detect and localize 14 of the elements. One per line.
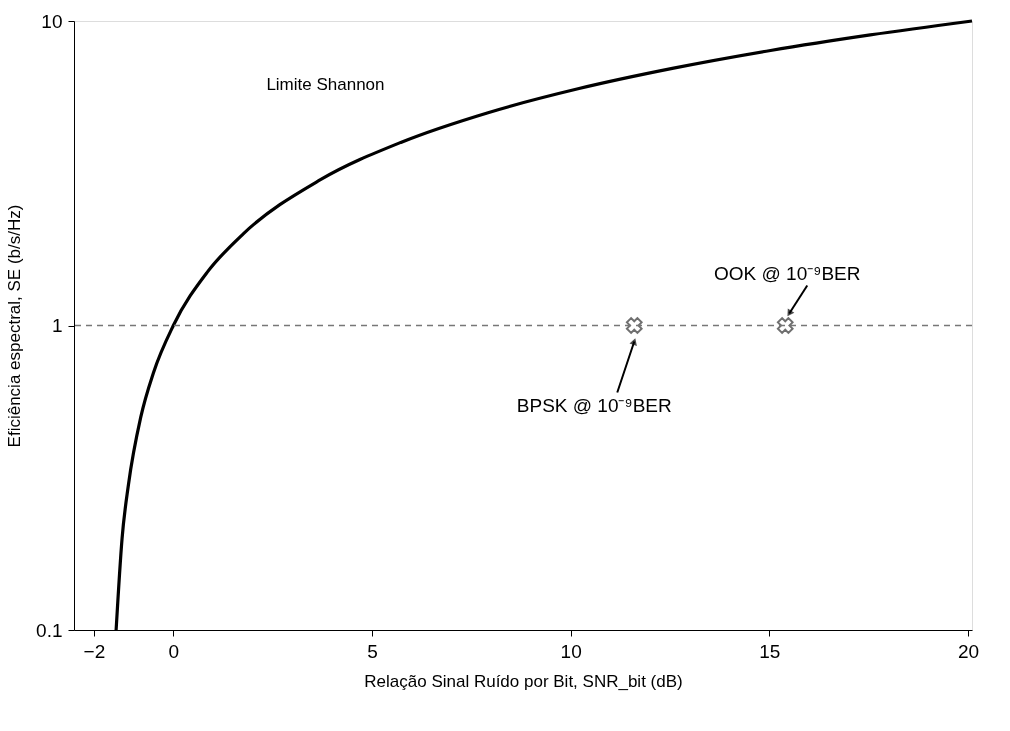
x-tick-label: 5 (367, 640, 378, 662)
y-tick-label: 1 (51, 315, 63, 336)
annotation: OOK @ 10⁻⁹BER (714, 262, 861, 284)
annotation: Limite Shannon (266, 74, 385, 94)
x-tick-label: 0 (168, 640, 180, 662)
x-tick-label: 20 (957, 640, 980, 662)
y-axis-title: Eficiência espectral, SE (b/s/Hz) (5, 204, 25, 448)
x-tick-label: −2 (83, 640, 106, 662)
x-tick-label: 15 (759, 640, 781, 662)
y-tick-label: 0.1 (36, 619, 63, 641)
x-axis-title: Relação Sinal Ruído por Bit, SNR_bit (dB) (364, 671, 683, 691)
annotation: BPSK @ 10⁻⁹BER (516, 394, 672, 416)
y-tick-label: 10 (41, 10, 63, 32)
x-tick-label: 10 (560, 640, 582, 662)
